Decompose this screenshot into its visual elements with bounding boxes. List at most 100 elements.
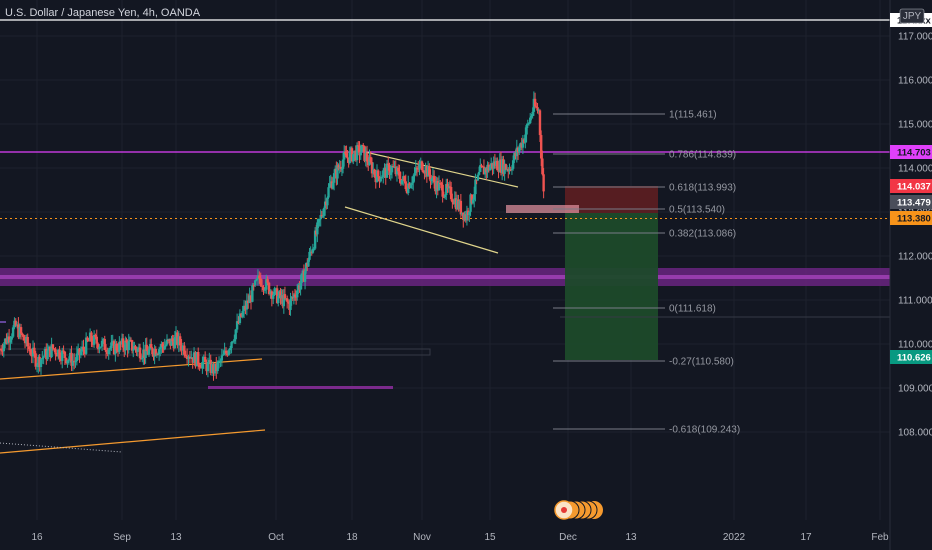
candle-body: [220, 355, 224, 361]
candle-body: [65, 357, 68, 364]
fib-level-label: 0.5(113.540): [669, 205, 725, 216]
fib-level-label: 0.618(113.993): [669, 183, 736, 194]
candle-body: [54, 349, 57, 355]
candle-body: [119, 341, 122, 345]
candle-body: [256, 275, 260, 280]
price-label-text: 110.626: [897, 353, 931, 364]
candle-body: [326, 197, 329, 206]
candle-body: [92, 334, 96, 345]
candle-body: [520, 143, 523, 148]
candle-body: [380, 177, 384, 179]
candle-body: [532, 98, 536, 112]
candle-body: [51, 344, 55, 349]
candle-body: [262, 286, 265, 291]
candle-body: [17, 324, 20, 338]
candle-body: [94, 334, 97, 337]
candle-body: [41, 357, 44, 360]
candle-body: [327, 187, 330, 198]
candle-body: [443, 195, 447, 198]
candle-body: [457, 199, 460, 210]
candle-body: [63, 351, 67, 358]
candle-body: [521, 139, 525, 148]
candle-body: [389, 172, 392, 175]
candle-body: [203, 356, 207, 363]
candle-body: [420, 161, 424, 171]
candle-body: [308, 251, 311, 260]
candle-body: [163, 345, 166, 350]
candle-body: [103, 338, 106, 350]
currency-badge[interactable]: JPY: [899, 8, 925, 24]
candle-body: [337, 165, 340, 169]
candle-body: [384, 167, 387, 178]
candle-body: [474, 179, 477, 195]
candle-body: [275, 288, 279, 303]
candle-body: [269, 291, 272, 295]
candle-body: [441, 184, 444, 197]
candle-body: [537, 110, 540, 112]
candle-body: [527, 123, 531, 125]
candle-body: [382, 170, 385, 178]
candle-body: [11, 327, 15, 337]
candle-body: [195, 351, 199, 367]
candle-body: [265, 279, 268, 290]
candle-body: [403, 176, 406, 182]
candle-body: [157, 349, 161, 355]
candle-body: [49, 346, 52, 358]
candle-body: [234, 329, 237, 340]
candle-body: [502, 159, 505, 174]
candle-body: [486, 164, 489, 173]
price-label-badge: [890, 211, 932, 225]
candle-body: [114, 343, 117, 355]
candle-body: [508, 169, 511, 172]
candle-body: [91, 341, 94, 345]
candle-body: [516, 147, 520, 153]
candle-body: [430, 178, 433, 182]
candle-body: [112, 341, 116, 355]
candle-body: [75, 353, 79, 362]
candle-body: [174, 332, 178, 338]
candle-body: [132, 349, 135, 351]
candle-body: [251, 285, 254, 302]
economic-events-icon[interactable]: [554, 500, 603, 520]
fib-level-label: 0.786(114.839): [669, 150, 736, 161]
candle-body: [490, 163, 493, 167]
price-label-badge: [890, 145, 932, 159]
candle-body: [249, 295, 253, 302]
candle-body: [102, 338, 105, 341]
candle-body: [412, 176, 415, 184]
candle-body: [445, 183, 448, 196]
candle-body: [171, 338, 174, 342]
candle-body: [304, 263, 308, 272]
candle-body: [208, 359, 211, 363]
price-axis[interactable]: [890, 0, 932, 550]
candle-body: [37, 356, 40, 366]
candle-body: [219, 360, 222, 362]
candle-body: [357, 145, 360, 147]
candle-body: [222, 354, 225, 356]
candle-body: [263, 289, 267, 291]
candle-body: [279, 291, 282, 299]
candle-body: [492, 161, 495, 169]
candle-body: [459, 200, 463, 215]
candle-body: [514, 153, 517, 157]
fib-level-label: 0(111.618): [669, 304, 716, 315]
time-tick-label: 2022: [723, 532, 746, 543]
candle-body: [47, 346, 51, 351]
candle-body: [215, 363, 218, 372]
candle-body: [240, 313, 243, 317]
candle-body: [299, 282, 302, 290]
candle-body: [104, 349, 108, 352]
candle-body: [110, 342, 113, 348]
price-label-badge: [890, 350, 932, 364]
candle-body: [194, 352, 197, 367]
candle-body: [339, 166, 343, 170]
candle-body: [435, 180, 438, 192]
candle-body: [518, 147, 521, 153]
candle-body: [519, 143, 522, 148]
candle-body: [331, 182, 335, 189]
candle-body: [442, 196, 446, 198]
candle-body: [352, 154, 355, 162]
candle-body: [69, 352, 72, 360]
candle-body: [469, 194, 472, 212]
